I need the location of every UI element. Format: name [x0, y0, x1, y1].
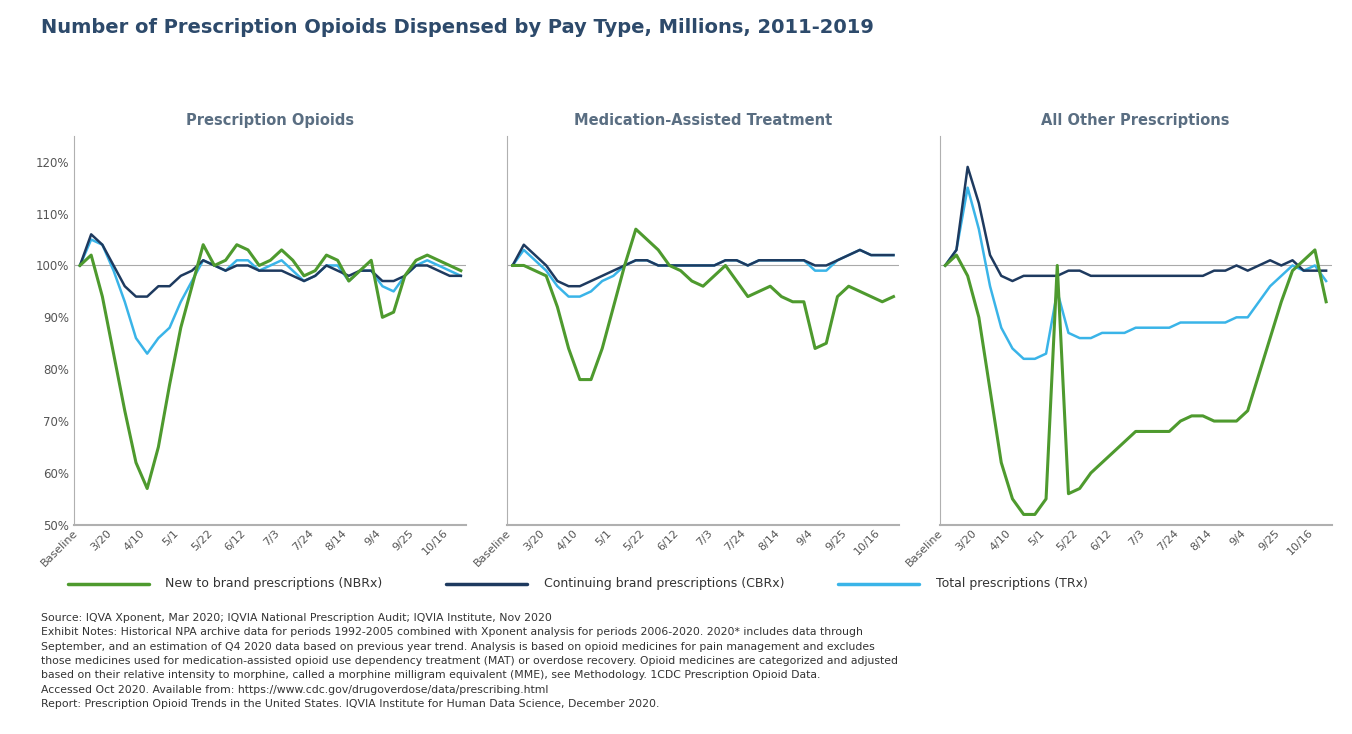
- Text: Total prescriptions (TRx): Total prescriptions (TRx): [936, 577, 1087, 590]
- Title: Medication-Assisted Treatment: Medication-Assisted Treatment: [573, 113, 833, 128]
- Text: Number of Prescription Opioids Dispensed by Pay Type, Millions, 2011-2019: Number of Prescription Opioids Dispensed…: [41, 18, 873, 37]
- Title: Prescription Opioids: Prescription Opioids: [187, 113, 354, 128]
- Text: Source: IQVA Xponent, Mar 2020; IQVIA National Prescription Audit; IQVIA Institu: Source: IQVA Xponent, Mar 2020; IQVIA Na…: [41, 613, 898, 709]
- Text: New to brand prescriptions (NBRx): New to brand prescriptions (NBRx): [165, 577, 383, 590]
- Text: Continuing brand prescriptions (CBRx): Continuing brand prescriptions (CBRx): [544, 577, 784, 590]
- Title: All Other Prescriptions: All Other Prescriptions: [1041, 113, 1230, 128]
